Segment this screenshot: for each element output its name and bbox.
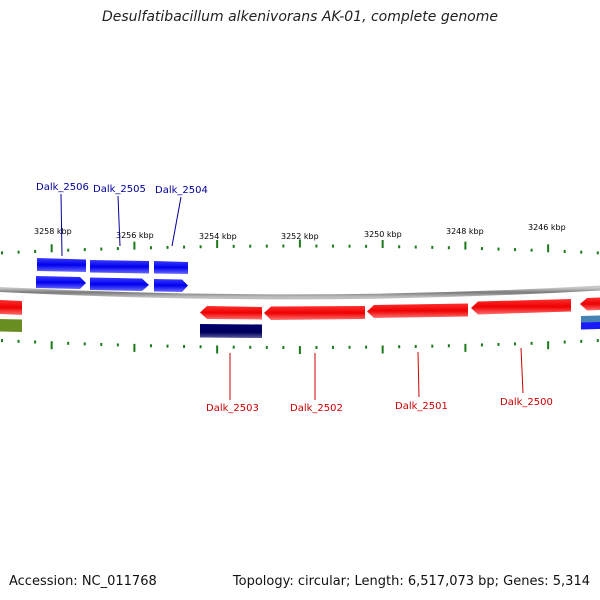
gene-arrow-dalk-2502[interactable] <box>264 306 365 320</box>
steel-feature <box>581 315 600 323</box>
feature-tracks <box>0 315 600 338</box>
gene-box-dalk-2506[interactable] <box>37 258 86 272</box>
tick-label: 3246 kbp <box>528 223 566 232</box>
gene-arrow <box>36 276 86 289</box>
leader-line <box>171 196 182 247</box>
blue-feature <box>581 322 600 330</box>
tick-label: 3254 kbp <box>199 232 237 241</box>
tick-label: 3248 kbp <box>446 227 484 236</box>
gene-box-dalk-2505[interactable] <box>90 260 149 274</box>
rna-feature[interactable] <box>200 324 262 338</box>
gene-arrow <box>90 277 149 291</box>
gene-label[interactable]: Dalk_2503 <box>206 403 259 414</box>
gene-label[interactable]: Dalk_2500 <box>500 397 553 408</box>
tick-label: 3250 kbp <box>364 230 402 239</box>
gene-arrow <box>0 300 22 315</box>
gene-label[interactable]: Dalk_2506 <box>36 182 89 193</box>
leader-line <box>60 193 63 257</box>
gene-label[interactable]: Dalk_2505 <box>93 184 146 195</box>
gene-arrow-dalk-2500[interactable] <box>471 299 571 315</box>
tick-label: 3256 kbp <box>116 231 154 240</box>
gene-box-dalk-2504[interactable] <box>154 261 188 274</box>
accession-text: Accession: NC_011768 <box>9 574 157 589</box>
forward-strand-genes <box>36 258 188 292</box>
gene-labels: Dalk_2506 Dalk_2505 Dalk_2504 Dalk_2503 … <box>36 182 553 414</box>
gene-label[interactable]: Dalk_2504 <box>155 185 208 196</box>
genome-summary-text: Topology: circular; Length: 6,517,073 bp… <box>232 574 590 589</box>
inner-tick-row <box>1 339 599 354</box>
olive-feature <box>0 319 22 332</box>
gene-arrow <box>154 279 188 292</box>
gene-arrow-dalk-2503[interactable] <box>200 306 262 320</box>
leader-line <box>117 195 121 247</box>
tick-label: 3252 kbp <box>281 232 319 241</box>
coordinate-labels: 3258 kbp 3256 kbp 3254 kbp 3252 kbp 3250… <box>34 223 566 241</box>
leader-line <box>520 347 524 394</box>
genome-backbone <box>0 285 600 300</box>
gene-label[interactable]: Dalk_2501 <box>395 401 448 412</box>
gene-arrow <box>580 297 600 311</box>
page-title: Desulfatibacillum alkenivorans AK-01, co… <box>101 9 499 25</box>
gene-label[interactable]: Dalk_2502 <box>290 403 343 414</box>
label-leaders <box>60 193 524 400</box>
tick-label: 3258 kbp <box>34 227 72 236</box>
gene-arrow-dalk-2501[interactable] <box>367 303 468 319</box>
outer-tick-row <box>1 239 599 255</box>
reverse-strand-genes <box>0 297 600 320</box>
leader-line <box>417 351 420 398</box>
